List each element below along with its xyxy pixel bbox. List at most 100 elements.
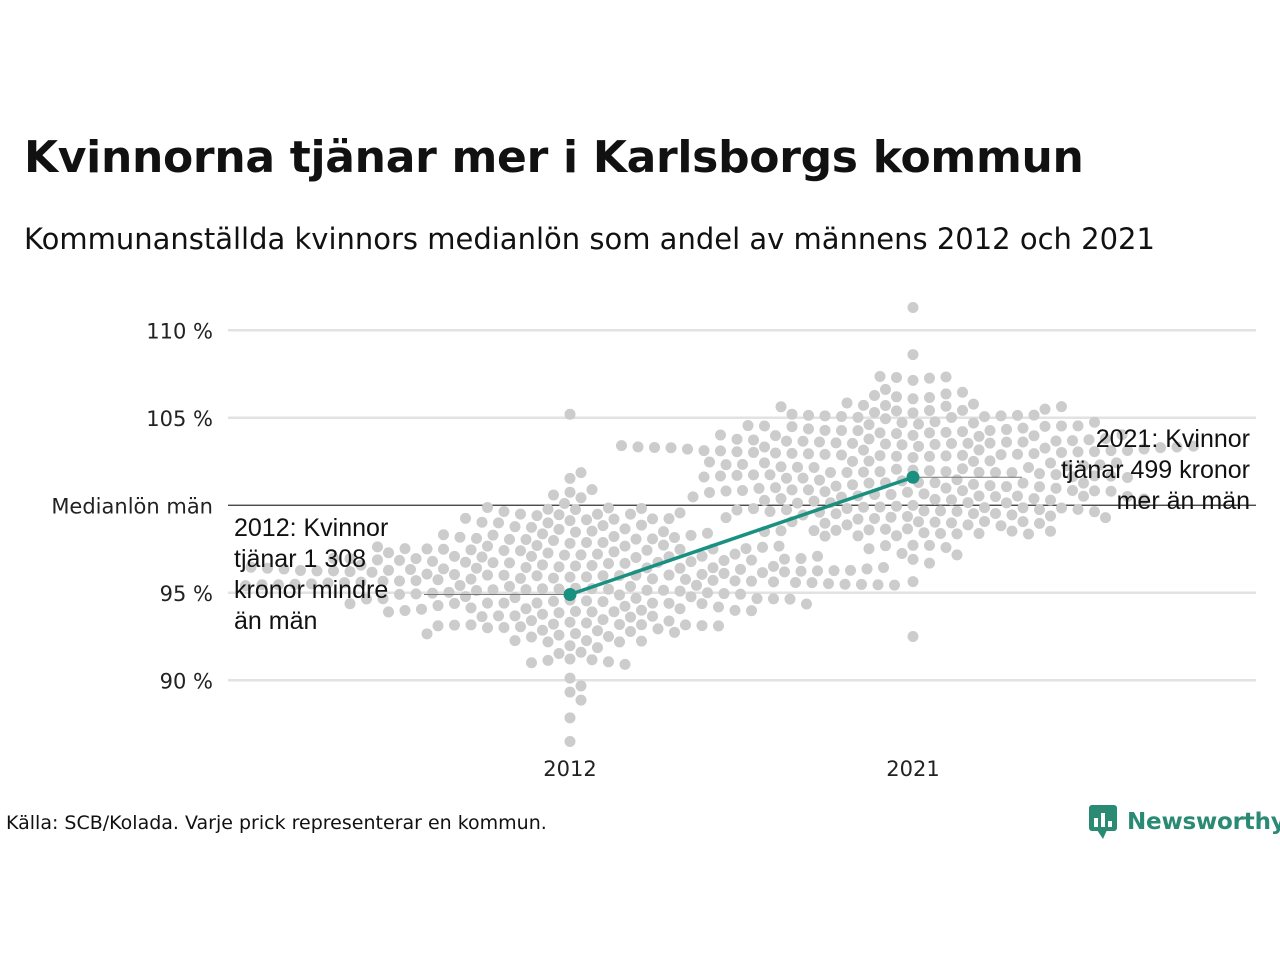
municipality-dot xyxy=(592,548,603,560)
municipality-dot xyxy=(603,583,614,595)
municipality-dot xyxy=(581,595,592,607)
municipality-dot xyxy=(704,456,715,468)
municipality-dot xyxy=(759,441,770,453)
municipality-dot xyxy=(880,523,891,535)
municipality-dot xyxy=(597,520,609,532)
municipality-dot xyxy=(592,642,603,654)
municipality-dot xyxy=(570,628,581,640)
municipality-dot xyxy=(968,455,979,467)
municipality-dot xyxy=(795,565,807,577)
municipality-dot xyxy=(498,505,510,517)
municipality-dot xyxy=(641,544,653,556)
municipality-dot xyxy=(918,488,930,500)
municipality-dot xyxy=(520,603,532,615)
newsworthy-logo: Newsworthy xyxy=(1088,804,1280,840)
municipality-dot xyxy=(891,500,902,512)
municipality-dot xyxy=(1023,528,1034,540)
municipality-dot xyxy=(718,588,730,600)
municipality-dot xyxy=(344,553,356,565)
municipality-dot xyxy=(962,497,974,509)
municipality-dot xyxy=(1039,403,1051,415)
municipality-dot xyxy=(471,532,482,544)
municipality-dot xyxy=(907,452,919,464)
municipality-dot xyxy=(957,485,968,497)
municipality-dot xyxy=(773,540,785,552)
municipality-dot xyxy=(564,712,576,724)
municipality-dot xyxy=(581,571,592,583)
municipality-dot xyxy=(858,466,869,478)
municipality-dot xyxy=(731,469,743,481)
municipality-dot xyxy=(531,539,543,551)
municipality-dot xyxy=(880,383,891,395)
municipality-dot xyxy=(575,549,587,561)
municipality-dot xyxy=(614,618,625,630)
municipality-dot xyxy=(553,561,565,573)
municipality-dot xyxy=(806,577,818,589)
municipality-dot xyxy=(421,628,433,640)
municipality-dot xyxy=(366,566,378,578)
municipality-dot xyxy=(449,550,460,562)
municipality-dot xyxy=(786,484,798,496)
municipality-dot xyxy=(781,472,792,484)
municipality-dot xyxy=(377,575,389,587)
municipality-dot xyxy=(515,621,526,633)
municipality-dot xyxy=(674,603,686,615)
municipality-dot xyxy=(968,478,979,490)
municipality-dot xyxy=(1078,477,1089,489)
municipality-dot xyxy=(383,606,394,618)
municipality-dot xyxy=(759,420,770,432)
municipality-dot xyxy=(819,424,831,436)
municipality-dot xyxy=(597,570,609,582)
municipality-dot xyxy=(902,486,913,498)
municipality-dot xyxy=(476,611,488,623)
municipality-dot xyxy=(902,523,913,535)
municipality-dot xyxy=(1034,517,1045,529)
municipality-dot xyxy=(674,562,686,574)
municipality-dot xyxy=(715,429,726,441)
municipality-dot xyxy=(603,656,614,668)
municipality-dot xyxy=(1116,429,1128,441)
municipality-dot xyxy=(465,602,477,614)
municipality-dot xyxy=(984,437,996,449)
municipality-dot xyxy=(1001,481,1012,493)
municipality-dot xyxy=(487,584,499,596)
municipality-dot xyxy=(625,626,636,638)
municipality-dot xyxy=(311,565,323,577)
municipality-dot xyxy=(663,597,675,609)
municipality-dot xyxy=(1083,434,1095,446)
municipality-dot xyxy=(498,622,510,634)
municipality-dot xyxy=(1138,493,1150,505)
municipality-dot xyxy=(625,580,636,592)
bar-chart-speech-bubble-icon xyxy=(1089,805,1117,839)
municipality-dot xyxy=(830,437,842,449)
municipality-dot xyxy=(482,540,493,552)
municipality-dot xyxy=(748,469,759,481)
municipality-dot xyxy=(863,524,875,536)
municipality-dot xyxy=(636,619,647,631)
municipality-dot xyxy=(984,480,996,492)
municipality-dot xyxy=(984,424,996,436)
municipality-dot xyxy=(498,597,510,609)
municipality-dot xyxy=(553,607,565,619)
annotation-leaders xyxy=(424,476,1022,595)
municipality-dot xyxy=(548,534,559,546)
municipality-dot xyxy=(1045,494,1056,506)
municipality-dot xyxy=(852,513,864,525)
municipality-dot xyxy=(542,547,554,559)
municipality-dot xyxy=(847,455,858,467)
municipality-dot xyxy=(504,557,515,569)
municipality-dot xyxy=(858,399,869,411)
municipality-dot xyxy=(990,491,1001,503)
municipality-dot xyxy=(742,420,754,432)
municipality-dot xyxy=(548,595,559,607)
municipality-dot xyxy=(1045,510,1056,522)
municipality-dot xyxy=(696,598,708,610)
municipality-dot xyxy=(339,577,350,589)
municipality-dot xyxy=(438,563,449,575)
municipality-dot xyxy=(570,503,581,515)
municipality-dot xyxy=(1056,502,1067,514)
municipality-dot xyxy=(1089,506,1100,518)
municipality-dot xyxy=(729,575,741,587)
municipality-dot xyxy=(874,450,886,462)
municipality-dot xyxy=(553,509,565,521)
